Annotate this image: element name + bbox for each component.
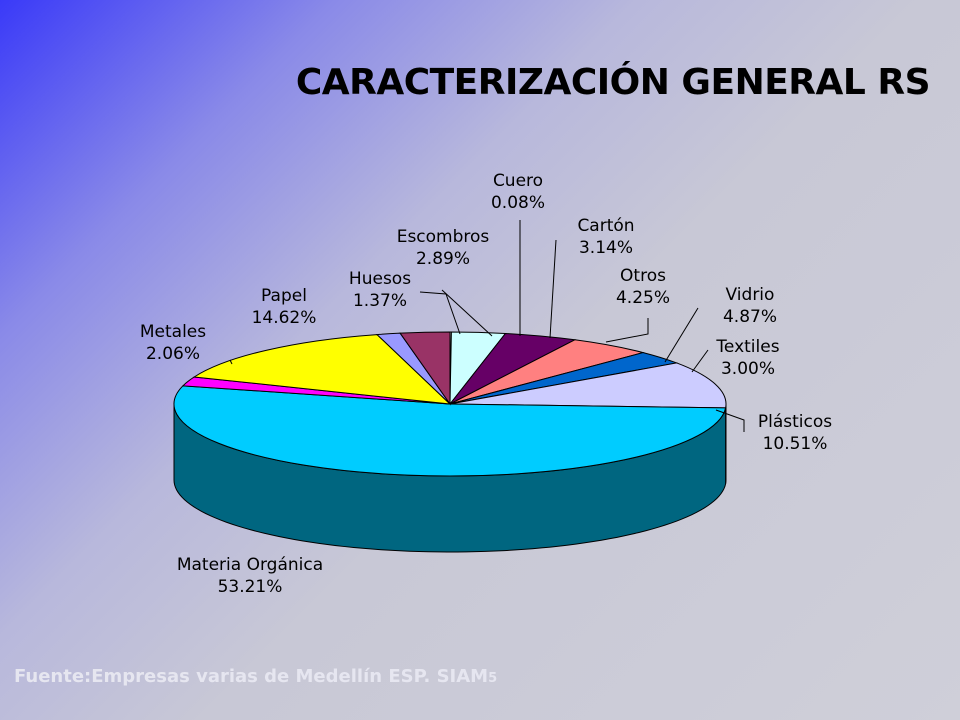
slice-label-value: 1.37% [353,291,407,311]
leader-line [691,349,709,373]
slice-label-name: Escombros [397,227,490,247]
leader-line [419,291,461,335]
leader-line [605,318,649,343]
slice-label-name: Metales [140,322,206,342]
slice-label-value: 53.21% [218,577,283,597]
slice-label-name: Cartón [577,216,634,236]
slice-label: Otros 4.25% [616,266,670,308]
slice-label-value: 4.87% [723,307,777,327]
leader-line [441,289,493,337]
slice-label-name: Vidrio [726,285,775,305]
source-footer: Fuente:Empresas varias de Medellín ESP. … [14,666,497,687]
leader-line [229,359,233,365]
slice-label-name: Papel [261,286,307,306]
slice-label-value: 3.14% [579,238,633,258]
slice-label: Cartón 3.14% [577,216,634,258]
slice-label-value: 0.08% [491,193,545,213]
slice-label: Papel 14.62% [252,286,317,328]
slice-labels: Cuero 0.08% Cartón 3.14% Otros 4.25% Vidrio 4.8… [140,171,832,597]
page-number: 5 [488,671,498,686]
slice-label: Huesos 1.37% [349,269,411,311]
leader-line [664,307,699,363]
slice-label-value: 3.00% [721,359,775,379]
slice-label: Plásticos 10.51% [758,412,832,454]
slice-label: Escombros 2.89% [397,227,490,269]
slice-label-value: 2.89% [416,249,470,269]
slice-label: Cuero 0.08% [491,171,545,213]
slice-label-value: 10.51% [763,434,828,454]
source-text: Fuente:Empresas varias de Medellín ESP. … [14,666,489,687]
slice-label: Textiles 3.00% [715,337,779,379]
slice-materia-orgánica [173,385,727,477]
leader-line [715,409,745,432]
slice-label-value: 4.25% [616,288,670,308]
leader-line [549,239,557,339]
slice-label-value: 2.06% [146,344,200,364]
slice-label-value: 14.62% [252,308,317,328]
slice-label-name: Cuero [493,171,543,191]
slice-label-name: Materia Orgánica [177,555,323,575]
slice-label: Materia Orgánica 53.21% [177,555,323,597]
slice-label: Vidrio 4.87% [723,285,777,327]
slice-plásticos [449,362,727,409]
slice-label: Metales 2.06% [140,322,206,364]
slice-label-name: Textiles [715,337,779,357]
slice-label-name: Huesos [349,269,411,289]
slice-label-name: Otros [620,266,666,286]
leader-lines [229,220,745,432]
slice-papel [192,334,452,405]
slide-title: CARACTERIZACIÓN GENERAL RS [295,62,931,103]
slice-label-name: Plásticos [758,412,832,432]
pie-slices [173,331,727,477]
slice-escombros [399,331,451,406]
